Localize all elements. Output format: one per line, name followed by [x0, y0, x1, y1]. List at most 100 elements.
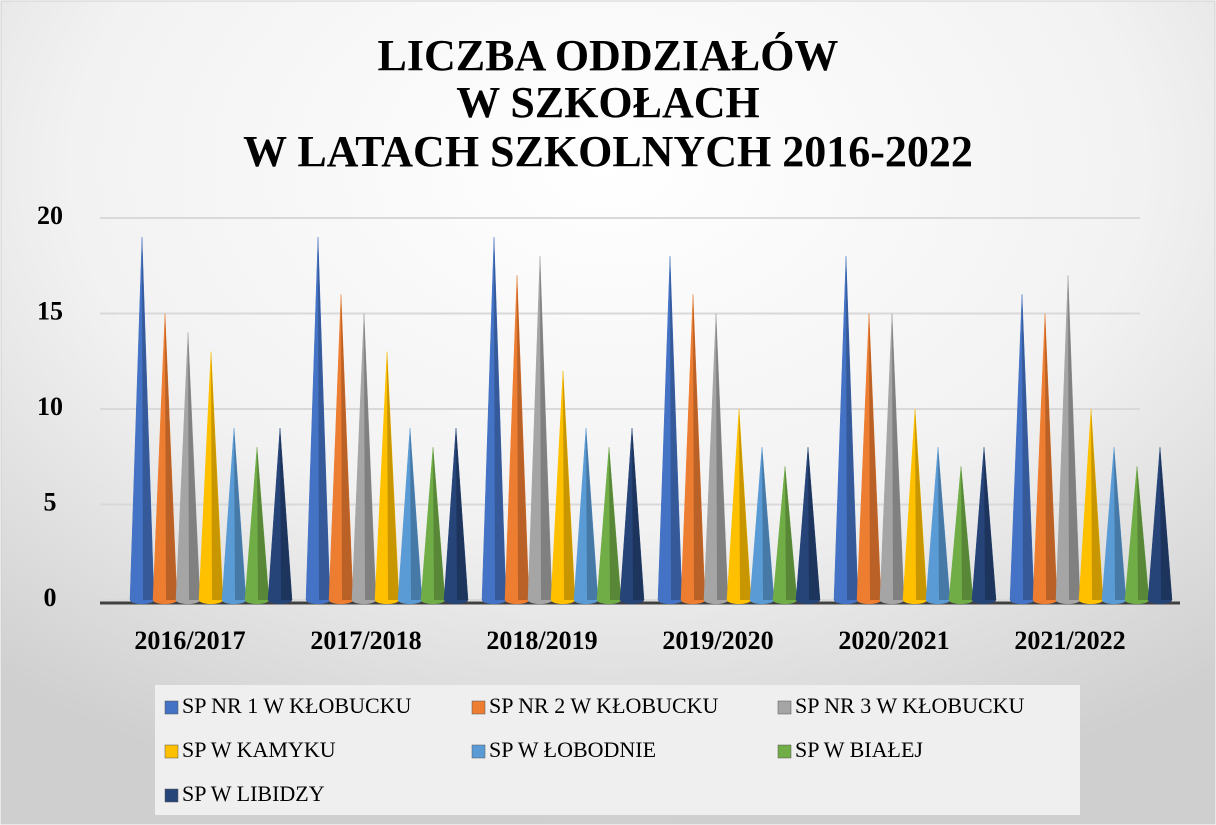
cone-shade	[1068, 275, 1080, 600]
cone-shade	[494, 237, 506, 600]
cone	[351, 313, 377, 601]
cone	[596, 447, 622, 601]
legend-box	[155, 685, 1080, 815]
legend-label: SP W BIAŁEJ	[795, 737, 923, 762]
cone-shade	[632, 428, 644, 600]
cone	[573, 428, 599, 601]
cone	[175, 332, 201, 601]
chart-title: LICZBA ODDZIAŁÓW	[378, 31, 839, 80]
legend-label: SP W ŁOBODNIE	[489, 737, 656, 762]
x-tick-label: 2016/2017	[134, 626, 245, 655]
cone	[1147, 447, 1173, 601]
y-tick-label: 20	[37, 201, 63, 230]
cone-shade	[364, 313, 376, 600]
cone	[305, 237, 331, 601]
cone-shade	[915, 409, 927, 600]
legend-label: SP W KAMYKU	[182, 737, 336, 762]
cone	[703, 313, 729, 601]
cone	[527, 256, 553, 601]
cone-shade	[517, 275, 529, 600]
cone	[619, 428, 645, 601]
x-tick-label: 2017/2018	[310, 626, 421, 655]
cone	[833, 256, 859, 601]
cone	[443, 428, 469, 601]
cone-shade	[1114, 447, 1126, 600]
cone-shade	[165, 313, 177, 600]
cone-shade	[1137, 466, 1149, 600]
cone-shade	[716, 313, 728, 600]
cone-shade	[280, 428, 292, 600]
cone-shade	[892, 313, 904, 600]
cone	[925, 447, 951, 601]
cone-shade	[984, 447, 996, 600]
cone-shade	[739, 409, 751, 600]
cone-shade	[188, 332, 200, 600]
chart-title: W LATACH SZKOLNYCH 2016-2022	[243, 127, 973, 176]
cone-shade	[142, 237, 154, 600]
cone	[1032, 313, 1058, 601]
cone	[1055, 275, 1081, 601]
x-tick-label: 2018/2019	[486, 626, 597, 655]
cone-shade	[563, 370, 575, 600]
cone	[129, 237, 155, 601]
legend-swatch	[777, 700, 792, 715]
cone	[657, 256, 683, 601]
cone	[1101, 447, 1127, 601]
y-tick-label: 15	[37, 296, 63, 325]
cone-shade	[808, 447, 820, 600]
y-tick-label: 0	[44, 583, 57, 612]
cone	[726, 408, 752, 601]
cone-shade	[456, 428, 468, 600]
cone	[1078, 408, 1104, 601]
cone	[152, 313, 178, 601]
cone	[902, 408, 928, 601]
legend-swatch	[471, 700, 486, 715]
y-tick-label: 5	[44, 487, 57, 516]
cone	[1009, 294, 1035, 601]
cone	[198, 351, 224, 601]
cone-shade	[869, 313, 881, 600]
cone	[504, 275, 530, 601]
cone-shade	[1160, 447, 1172, 600]
cone-shade	[846, 256, 858, 600]
cone	[680, 294, 706, 601]
chart-title: W SZKOŁACH	[456, 78, 760, 127]
cone	[948, 466, 974, 601]
cone-shade	[762, 447, 774, 600]
cone-shade	[785, 466, 797, 600]
cone	[397, 428, 423, 601]
cone-shade	[410, 428, 422, 600]
cone-shade	[670, 256, 682, 600]
cone	[221, 428, 247, 601]
legend-label: SP NR 3 W KŁOBUCKU	[795, 693, 1025, 718]
cone	[749, 447, 775, 601]
cone-shade	[234, 428, 246, 600]
legend-swatch	[164, 788, 179, 803]
cone	[795, 447, 821, 601]
cone	[856, 313, 882, 601]
cone	[550, 370, 576, 601]
cone-shade	[609, 447, 621, 600]
cone	[971, 447, 997, 601]
y-tick-label: 10	[37, 392, 63, 421]
legend-swatch	[164, 700, 179, 715]
legend-label: SP NR 1 W KŁOBUCKU	[182, 693, 412, 718]
legend-swatch	[777, 744, 792, 759]
cone	[772, 466, 798, 601]
cone-shade	[257, 447, 269, 600]
legend-label: SP W LIBIDZY	[182, 781, 325, 806]
cone	[481, 237, 507, 601]
x-tick-label: 2019/2020	[662, 626, 773, 655]
x-tick-label: 2020/2021	[838, 626, 949, 655]
cone-shade	[961, 466, 973, 600]
x-tick-label: 2021/2022	[1014, 626, 1125, 655]
cone-shade	[540, 256, 552, 600]
cone-shade	[211, 351, 223, 600]
cone	[244, 447, 270, 601]
legend-label: SP NR 2 W KŁOBUCKU	[489, 693, 719, 718]
cone-shade	[693, 294, 705, 600]
cone-shade	[586, 428, 598, 600]
cone	[879, 313, 905, 601]
cone	[1124, 466, 1150, 601]
